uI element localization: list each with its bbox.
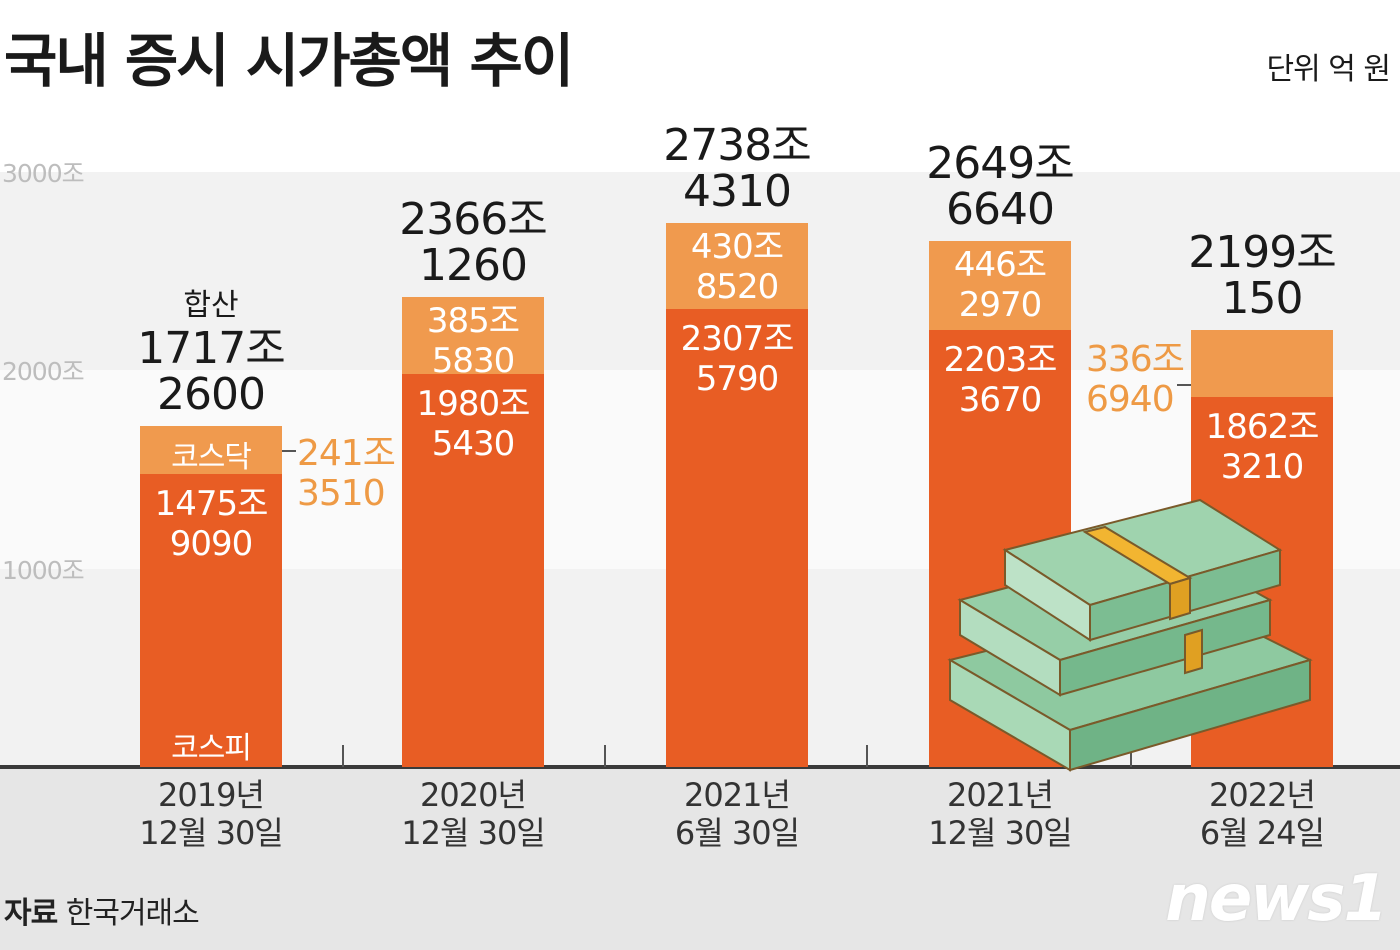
total-value-label: 2738조 4310: [663, 120, 811, 218]
bar-stack: 2307조 5790: [666, 223, 808, 767]
bar-stack: 1980조 5430: [402, 297, 544, 767]
chart-title: 국내 증시 시가총액 추이: [4, 27, 574, 95]
bar-kospi: [140, 474, 282, 767]
total-value-label: 1717조 2600: [137, 323, 285, 421]
series-label-kosdaq: 코스닥: [171, 440, 252, 476]
y-tick-label: 2000조: [2, 357, 85, 386]
unit-label: 단위 억 원: [1266, 52, 1391, 87]
leader-line: [282, 450, 296, 453]
bar-kosdaq: [1191, 330, 1333, 398]
bar-kosdaq: [140, 426, 282, 475]
total-value-label: 2366조 1260: [399, 194, 547, 292]
series-label-kospi: 코스피: [171, 730, 252, 766]
kosdaq-value-label: 430조 8520: [690, 227, 784, 308]
y-tick-label: 1000조: [2, 555, 85, 585]
total-value-label: 2199조 150: [1188, 227, 1336, 325]
source: 자료 한국거래소: [4, 888, 200, 932]
x-tick-mark: [604, 745, 606, 767]
news1-logo: news1: [1165, 862, 1388, 936]
x-axis-area: [0, 767, 1400, 950]
kospi-value-label: 1475조 9090: [154, 484, 269, 565]
x-tick-label: 2022년 6월 24일: [1199, 776, 1325, 852]
total-prefix-label: 합산: [183, 288, 239, 324]
bar-kosdaq: [402, 297, 544, 374]
source-label: 자료: [4, 896, 58, 931]
bar-kospi: [402, 373, 544, 767]
total-value-label: 2649조 6640: [926, 138, 1074, 236]
kospi-value-label: 2307조 5790: [680, 318, 795, 399]
kospi-value-label: 2203조 3670: [943, 339, 1058, 420]
bar-kosdaq: [929, 241, 1071, 330]
kosdaq-value-label: 446조 2970: [953, 245, 1047, 326]
leader-line: [1177, 384, 1191, 387]
bar-kosdaq: [666, 223, 808, 309]
x-tick-label: 2021년 6월 30일: [674, 776, 800, 852]
kosdaq-value-label: 385조 5830: [426, 301, 520, 382]
x-tick-label: 2020년 12월 30일: [401, 776, 546, 852]
banknote-stack-icon: [947, 498, 1313, 772]
source-name: 한국거래소: [65, 896, 200, 931]
kosdaq-value-label: 336조 6940: [1086, 339, 1185, 421]
y-tick-label: 3000조: [2, 158, 85, 188]
x-tick-mark: [342, 745, 344, 767]
kospi-value-label: 1980조 5430: [416, 383, 531, 464]
x-tick-label: 2019년 12월 30일: [139, 776, 284, 852]
x-tick-mark: [866, 745, 868, 767]
x-tick-label: 2021년 12월 30일: [928, 776, 1073, 852]
kosdaq-value-label: 241조 3510: [297, 433, 396, 515]
bar-kospi: [666, 308, 808, 767]
x-axis-line: [0, 765, 1400, 769]
kospi-value-label: 1862조 3210: [1205, 407, 1320, 488]
x-tick-mark: [1130, 745, 1132, 767]
